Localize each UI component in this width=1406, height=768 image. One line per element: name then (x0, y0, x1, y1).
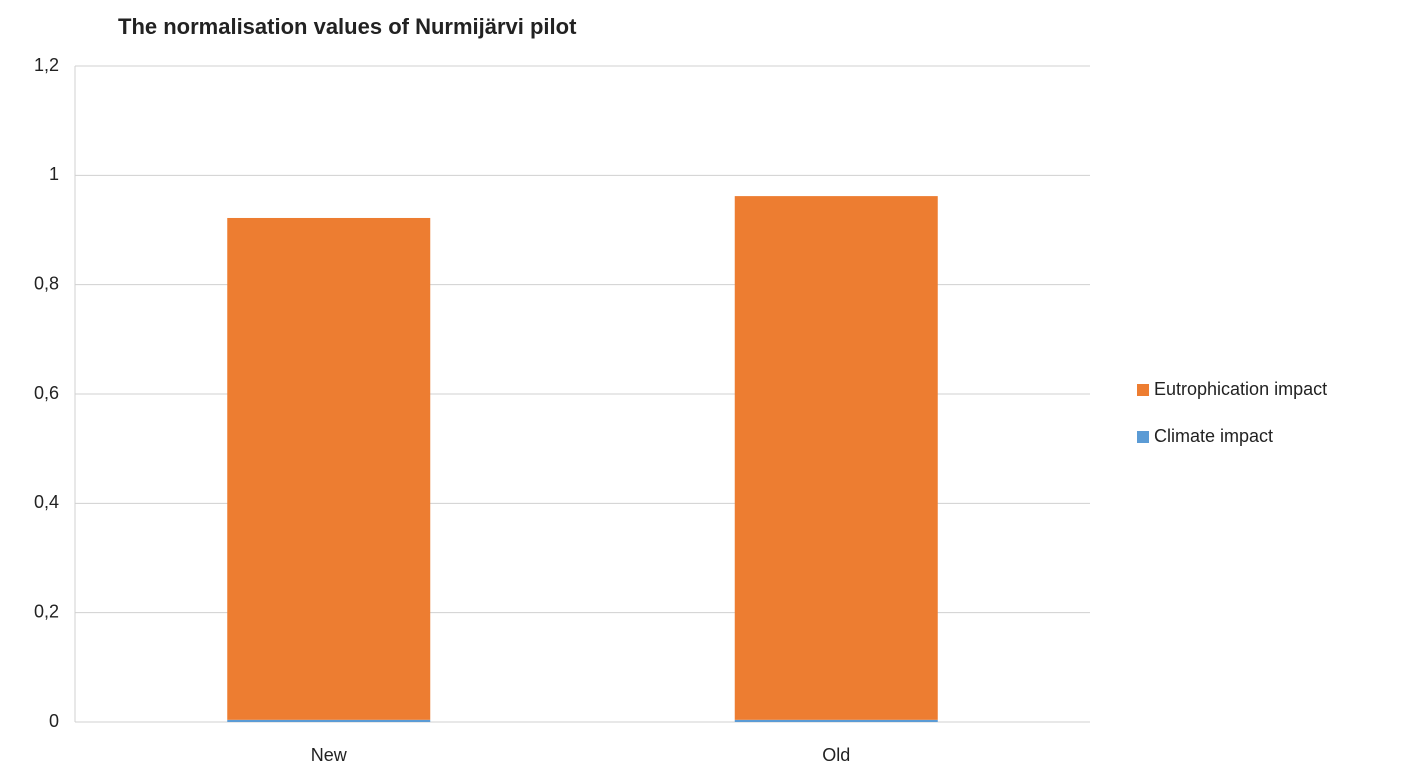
y-tick-label: 1 (49, 164, 59, 184)
y-tick-label: 1,2 (34, 55, 59, 75)
y-tick-label: 0,4 (34, 492, 59, 512)
y-tick-label: 0,8 (34, 273, 59, 293)
x-tick-label: Old (822, 745, 850, 765)
legend-swatch (1137, 431, 1149, 443)
bar-segment (227, 719, 431, 722)
bar-segment (227, 217, 431, 720)
y-tick-label: 0,6 (34, 383, 59, 403)
chart-title: The normalisation values of Nurmijärvi p… (118, 14, 577, 39)
legend-label: Eutrophication impact (1154, 379, 1327, 399)
legend-swatch (1137, 384, 1149, 396)
bar-segment (734, 719, 938, 722)
x-tick-label: New (311, 745, 348, 765)
y-tick-label: 0 (49, 711, 59, 731)
legend-label: Climate impact (1154, 426, 1273, 446)
y-tick-label: 0,2 (34, 601, 59, 621)
bar-segment (734, 196, 938, 720)
